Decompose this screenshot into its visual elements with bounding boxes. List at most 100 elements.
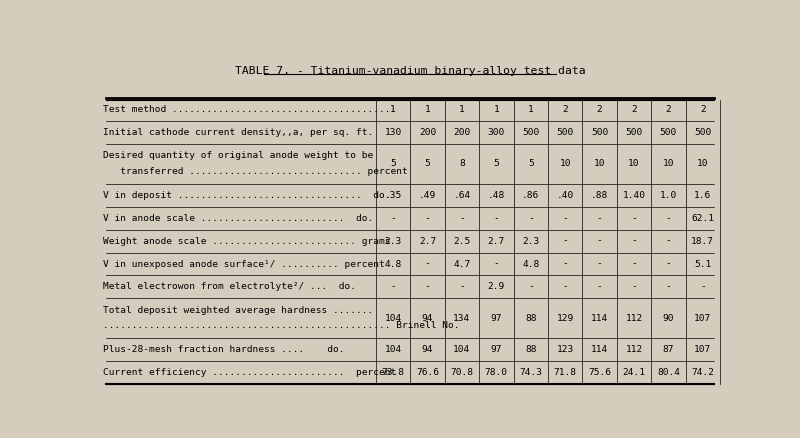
Text: 200: 200 — [454, 128, 470, 137]
Text: 62.1: 62.1 — [691, 214, 714, 223]
Text: 73.8: 73.8 — [382, 368, 405, 377]
Text: -: - — [562, 260, 568, 268]
Text: 107: 107 — [694, 345, 711, 354]
Text: -: - — [631, 260, 637, 268]
Text: 129: 129 — [557, 314, 574, 323]
Text: 2.7: 2.7 — [488, 237, 505, 246]
Text: 2.3: 2.3 — [522, 237, 539, 246]
Text: 75.6: 75.6 — [588, 368, 611, 377]
Text: .64: .64 — [454, 191, 470, 200]
Text: 2.9: 2.9 — [488, 283, 505, 291]
Text: 1: 1 — [528, 105, 534, 114]
Text: 1: 1 — [425, 105, 430, 114]
Text: 2: 2 — [631, 105, 637, 114]
Text: 112: 112 — [626, 345, 642, 354]
Text: .48: .48 — [488, 191, 505, 200]
Text: 5: 5 — [390, 159, 396, 168]
Text: 76.6: 76.6 — [416, 368, 439, 377]
Text: 123: 123 — [557, 345, 574, 354]
Text: 90: 90 — [662, 314, 674, 323]
Text: 114: 114 — [591, 345, 608, 354]
Text: -: - — [666, 283, 671, 291]
Text: 1.6: 1.6 — [694, 191, 711, 200]
Text: 5: 5 — [528, 159, 534, 168]
Text: 18.7: 18.7 — [691, 237, 714, 246]
Text: -: - — [631, 283, 637, 291]
Text: 130: 130 — [385, 128, 402, 137]
Text: 134: 134 — [454, 314, 470, 323]
Text: 2: 2 — [666, 105, 671, 114]
Text: 74.3: 74.3 — [519, 368, 542, 377]
Text: 8: 8 — [459, 159, 465, 168]
Text: Test method .......................................: Test method ............................… — [103, 105, 396, 114]
Text: V in unexposed anode surface¹/ .......... percent: V in unexposed anode surface¹/ .........… — [103, 260, 385, 268]
Text: .49: .49 — [419, 191, 436, 200]
Text: 2: 2 — [700, 105, 706, 114]
Text: 10: 10 — [662, 159, 674, 168]
Text: 114: 114 — [591, 314, 608, 323]
Text: -: - — [666, 260, 671, 268]
Text: 500: 500 — [626, 128, 642, 137]
Text: 78.0: 78.0 — [485, 368, 508, 377]
Text: -: - — [562, 214, 568, 223]
Text: -: - — [666, 237, 671, 246]
Text: -: - — [425, 214, 430, 223]
Text: 24.1: 24.1 — [622, 368, 646, 377]
Text: -: - — [631, 237, 637, 246]
Text: 88: 88 — [525, 314, 537, 323]
Text: TABLE 7. - Titanium-vanadium binary-alloy test data: TABLE 7. - Titanium-vanadium binary-allo… — [234, 66, 586, 76]
Text: 200: 200 — [419, 128, 436, 137]
Text: .88: .88 — [591, 191, 608, 200]
Text: -: - — [425, 260, 430, 268]
Text: 5: 5 — [425, 159, 430, 168]
Text: -: - — [666, 214, 671, 223]
Text: 80.4: 80.4 — [657, 368, 680, 377]
Text: -: - — [562, 283, 568, 291]
Text: 94: 94 — [422, 314, 434, 323]
Text: Current efficiency .......................  percent: Current efficiency .....................… — [103, 368, 396, 377]
Text: -: - — [631, 214, 637, 223]
Text: 94: 94 — [422, 345, 434, 354]
Text: .35: .35 — [385, 191, 402, 200]
Text: transferred .............................. percent: transferred ............................… — [103, 166, 408, 176]
Text: -: - — [390, 214, 396, 223]
Text: -: - — [700, 283, 706, 291]
Text: 2: 2 — [597, 105, 602, 114]
Text: 104: 104 — [385, 314, 402, 323]
Text: 1: 1 — [390, 105, 396, 114]
Text: 87: 87 — [662, 345, 674, 354]
Text: -: - — [459, 283, 465, 291]
Text: -: - — [597, 283, 602, 291]
Text: -: - — [494, 260, 499, 268]
Text: Total deposit weighted average hardness .......: Total deposit weighted average hardness … — [103, 306, 374, 315]
Text: 500: 500 — [660, 128, 677, 137]
Text: V in anode scale .........................  do.: V in anode scale .......................… — [103, 214, 374, 223]
Text: 107: 107 — [694, 314, 711, 323]
Text: 1: 1 — [459, 105, 465, 114]
Text: -: - — [390, 283, 396, 291]
Text: -: - — [528, 283, 534, 291]
Text: 500: 500 — [557, 128, 574, 137]
Text: .86: .86 — [522, 191, 539, 200]
Text: 4.8: 4.8 — [385, 260, 402, 268]
Text: -: - — [528, 214, 534, 223]
Text: 104: 104 — [454, 345, 470, 354]
Text: 97: 97 — [490, 345, 502, 354]
Text: Weight anode scale ......................... grams: Weight anode scale .....................… — [103, 237, 390, 246]
Text: 1: 1 — [494, 105, 499, 114]
Text: 70.8: 70.8 — [450, 368, 474, 377]
Text: V in deposit ................................  do.: V in deposit ...........................… — [103, 191, 390, 200]
Text: 4.7: 4.7 — [454, 260, 470, 268]
Text: .................................................. Brinell No.: ........................................… — [103, 321, 459, 330]
Text: 4.8: 4.8 — [522, 260, 539, 268]
Text: 2: 2 — [562, 105, 568, 114]
Text: Plus-28-mesh fraction hardness ....    do.: Plus-28-mesh fraction hardness .... do. — [103, 345, 345, 354]
Text: -: - — [459, 214, 465, 223]
Text: 10: 10 — [594, 159, 606, 168]
Text: .40: .40 — [557, 191, 574, 200]
Text: -: - — [425, 283, 430, 291]
Text: 112: 112 — [626, 314, 642, 323]
Text: 500: 500 — [522, 128, 539, 137]
Text: 97: 97 — [490, 314, 502, 323]
Text: 500: 500 — [694, 128, 711, 137]
